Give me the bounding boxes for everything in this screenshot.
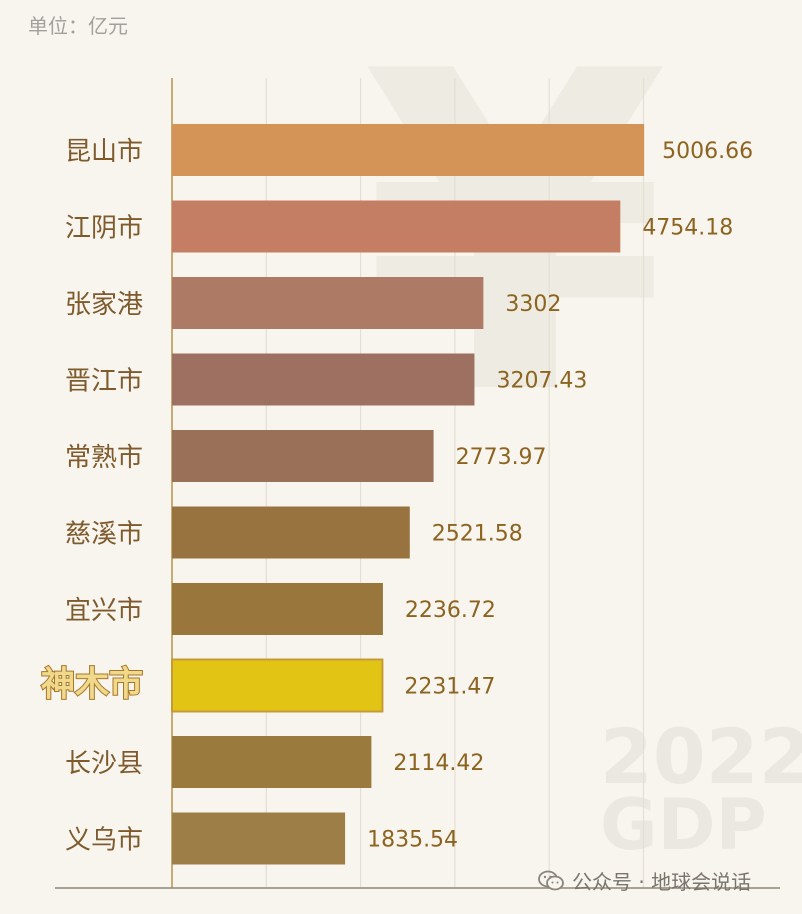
value-label: 3302 bbox=[505, 292, 561, 317]
bar bbox=[172, 124, 645, 176]
bar bbox=[172, 200, 621, 253]
value-label: 5006.66 bbox=[662, 139, 753, 164]
background-gdp-text: GDP bbox=[600, 784, 767, 866]
value-label: 4754.18 bbox=[642, 216, 733, 241]
category-label: 义乌市 bbox=[65, 826, 143, 856]
category-label: 常熟市 bbox=[65, 443, 143, 473]
watermark: 公众号 · 地球会说话 bbox=[538, 866, 751, 895]
category-label: 江阴市 bbox=[65, 214, 143, 244]
value-label: 1835.54 bbox=[367, 828, 458, 853]
bar bbox=[172, 736, 372, 788]
value-label: 2773.97 bbox=[456, 445, 547, 470]
value-label: 3207.43 bbox=[496, 369, 587, 394]
unit-label: 单位：亿元 bbox=[28, 14, 128, 38]
background-year-text: 2022 bbox=[600, 712, 802, 801]
bar bbox=[172, 353, 475, 406]
category-label: 长沙县 bbox=[65, 749, 143, 779]
watermark-text: 公众号 · 地球会说话 bbox=[572, 870, 752, 894]
bar bbox=[172, 812, 346, 865]
category-label: 宜兴市 bbox=[65, 596, 143, 626]
category-label: 昆山市 bbox=[65, 137, 143, 167]
category-label: 晋江市 bbox=[65, 367, 143, 397]
category-label: 神木市 bbox=[41, 665, 143, 705]
bar bbox=[172, 277, 484, 329]
bar bbox=[172, 583, 383, 635]
value-label: 2114.42 bbox=[393, 751, 484, 776]
wechat-icon bbox=[538, 870, 564, 892]
bar bbox=[172, 506, 410, 559]
value-label: 2521.58 bbox=[432, 522, 523, 547]
category-label: 慈溪市 bbox=[65, 520, 143, 550]
category-label: 张家港 bbox=[65, 290, 143, 320]
value-label: 2231.47 bbox=[404, 675, 495, 700]
bar bbox=[172, 430, 434, 482]
bar-highlighted bbox=[171, 658, 384, 713]
value-label: 2236.72 bbox=[405, 598, 496, 623]
